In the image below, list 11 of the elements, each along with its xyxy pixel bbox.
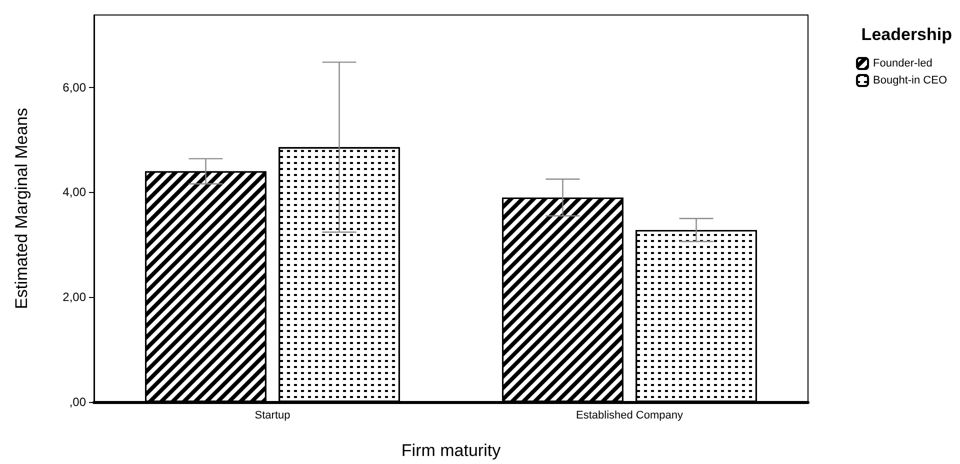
x-axis-title: Firm maturity (401, 441, 502, 460)
legend-label: Bought-in CEO (873, 74, 948, 86)
y-tick-label: ,00 (69, 395, 86, 409)
legend-title: Leadership (861, 25, 952, 44)
x-tick-label: Startup (254, 410, 290, 422)
y-tick-label: 4,00 (62, 185, 86, 200)
legend-label: Founder-led (873, 58, 932, 70)
y-tick-label: 6,00 (62, 80, 86, 94)
x-tick-label: Established Company (576, 410, 684, 422)
y-tick-label: 2,00 (62, 290, 86, 304)
y-axis-title: Estimated Marginal Means (12, 108, 31, 310)
